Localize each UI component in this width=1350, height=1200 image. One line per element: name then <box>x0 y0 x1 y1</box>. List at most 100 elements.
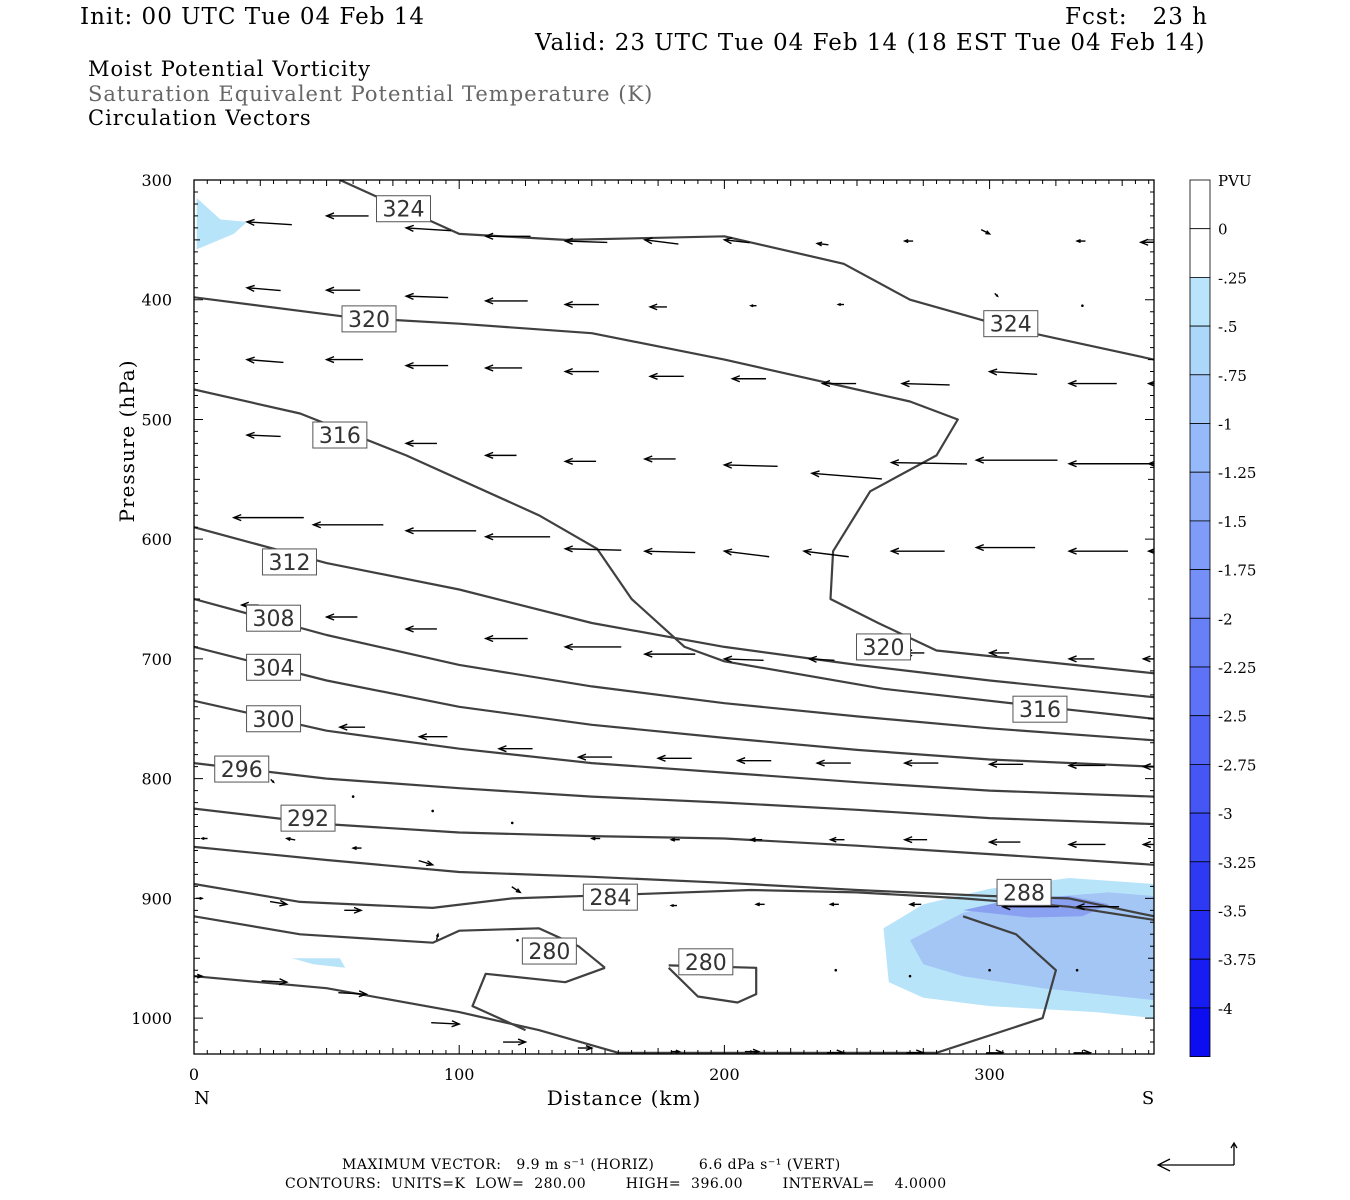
contour-label-text: 316 <box>1019 698 1061 723</box>
circulation-vector <box>483 451 517 459</box>
circulation-vector <box>344 906 363 914</box>
contour-label: 312 <box>261 548 317 576</box>
colorbar-band <box>1189 179 1211 230</box>
circulation-vector <box>200 836 208 841</box>
colorbar-label: -2.25 <box>1218 659 1256 677</box>
circulation-vector <box>563 457 597 465</box>
circulation-vector <box>802 548 849 558</box>
pv-region <box>292 958 346 968</box>
circulation-vector <box>311 521 384 529</box>
circulation-vector <box>563 300 599 309</box>
circulation-vector <box>503 1038 528 1046</box>
circulation-vector <box>722 548 770 558</box>
circulation-vector <box>908 974 912 978</box>
contour-label-text: 280 <box>528 940 570 965</box>
circulation-vectors <box>194 212 1154 1054</box>
valid-time: Valid: 23 UTC Tue 04 Feb 14 (18 EST Tue … <box>535 30 1206 56</box>
circulation-vector <box>245 431 281 439</box>
contour-label: 324 <box>376 195 432 223</box>
circulation-vector <box>563 367 599 376</box>
y-axis-title: Pressure (hPa) <box>115 360 139 523</box>
circulation-vector <box>497 745 533 753</box>
y-tick-label: 600 <box>141 530 172 549</box>
maximum-vector-info: MAXIMUM VECTOR: 9.9 m s⁻¹ (HORIZ) 6.6 dP… <box>342 1157 841 1173</box>
circulation-vector <box>483 232 531 240</box>
circulation-vector <box>337 723 366 731</box>
circulation-vector <box>351 846 362 851</box>
circulation-vector <box>642 650 696 658</box>
circulation-vector <box>404 625 437 633</box>
contour-label-text: 324 <box>990 313 1032 338</box>
circulation-vector <box>807 655 835 663</box>
colorbar-label: -2.5 <box>1218 708 1247 726</box>
circulation-vector <box>642 547 696 555</box>
circulation-vector <box>754 902 765 907</box>
colorbar-label: -3.75 <box>1218 951 1256 969</box>
colorbar-band <box>1189 666 1211 717</box>
circulation-vector <box>836 302 845 307</box>
colorbar-label: -4 <box>1218 1000 1233 1018</box>
circulation-vector <box>338 990 369 998</box>
circulation-vector <box>815 241 829 247</box>
theta-e-contour-316 <box>194 388 1154 720</box>
theta-e-contour-292 <box>194 807 1154 866</box>
contour-label-text: 292 <box>287 807 329 832</box>
contour-label-text: 324 <box>383 198 425 223</box>
circulation-vector <box>1067 840 1106 849</box>
circulation-vector <box>820 379 857 388</box>
circulation-vector <box>749 837 763 843</box>
circulation-vector <box>828 902 839 907</box>
circulation-vector <box>642 455 676 463</box>
circulation-vector <box>284 836 296 842</box>
circulation-vector <box>986 1049 1005 1054</box>
contour-label: 288 <box>996 878 1052 906</box>
circulation-vector <box>987 368 1038 376</box>
circulation-vector <box>815 759 851 767</box>
circulation-vector <box>902 759 939 767</box>
circulation-vector <box>826 1049 846 1054</box>
circulation-vector <box>722 237 750 245</box>
theta-e-contour-280 <box>471 966 606 1032</box>
circulation-vector <box>404 527 477 535</box>
circulation-vector <box>245 284 281 292</box>
colorbar-band <box>1189 471 1211 522</box>
circulation-vector <box>324 286 361 294</box>
contour-label-text: 284 <box>589 886 631 911</box>
colorbar-band <box>1189 423 1211 473</box>
circulation-vector <box>988 968 991 972</box>
y-tick-label: 1000 <box>131 1009 172 1028</box>
colorbar-band <box>1189 861 1211 911</box>
x-tick-label: 0 <box>189 1065 199 1084</box>
y-tick-label: 900 <box>141 889 172 908</box>
circulation-vector <box>1081 304 1084 308</box>
y-tick-label: 400 <box>141 291 172 310</box>
x-tick-label: 100 <box>444 1065 475 1084</box>
colorbar-band <box>1189 520 1211 571</box>
circulation-vector <box>670 1049 682 1054</box>
colorbar-band <box>1189 276 1211 327</box>
circulation-vector <box>324 355 363 364</box>
circulation-vector <box>563 237 608 245</box>
colorbar-label: -1.25 <box>1218 464 1256 482</box>
init-time: Init: 00 UTC Tue 04 Feb 14 <box>80 4 426 30</box>
colorbar-label: -3.25 <box>1218 854 1256 872</box>
circulation-vector <box>404 224 451 232</box>
circulation-vector <box>563 545 622 553</box>
y-tick-label: 500 <box>141 410 172 429</box>
circulation-vector <box>735 757 772 765</box>
circulation-vector <box>1075 239 1086 244</box>
circulation-vector <box>642 237 679 245</box>
circulation-vector <box>431 1020 462 1028</box>
circulation-vector <box>889 459 968 467</box>
pv-colorbar: PVU 0 -.25 -.5 -.75 -1 -1.25 -1.5 -1.75 -2 -2.25 -2… <box>1189 172 1256 1058</box>
circulation-vector <box>974 456 1058 464</box>
field-title-theta-e: Saturation Equivalent Potential Temperat… <box>88 82 654 106</box>
colorbar-band <box>1189 617 1211 668</box>
circulation-vector <box>810 470 882 480</box>
pv-region <box>196 198 247 250</box>
circulation-vector <box>418 859 435 867</box>
forecast-hour: Fcst: 23 h <box>1065 4 1208 30</box>
circulation-vector <box>974 543 1036 552</box>
circulation-vector <box>194 973 204 979</box>
contour-label: 304 <box>246 653 302 681</box>
